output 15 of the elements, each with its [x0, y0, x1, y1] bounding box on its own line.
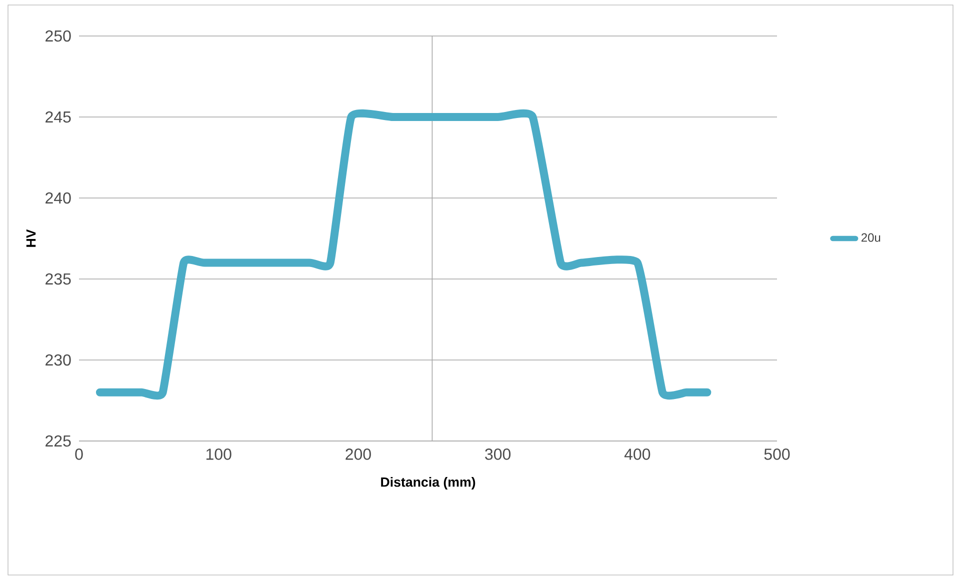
y-tick-label: 230: [46, 354, 71, 366]
x-tick-label: 100: [206, 448, 232, 460]
legend-label: 20u: [862, 233, 880, 242]
x-tick-label: 0: [75, 448, 83, 460]
x-tick-label: 300: [485, 448, 511, 460]
x-tick-label: 400: [624, 448, 650, 460]
y-axis-title: HV: [26, 229, 36, 247]
y-tick-label: 240: [46, 192, 71, 204]
x-axis-title: Distancia (mm): [381, 477, 476, 490]
y-tick-label: 245: [46, 111, 71, 123]
x-tick-label: 500: [764, 448, 790, 460]
y-tick-label: 250: [46, 30, 71, 42]
y-tick-label: 235: [46, 273, 71, 285]
y-tick-label: 225: [46, 435, 71, 447]
x-tick-label: 200: [346, 448, 371, 460]
